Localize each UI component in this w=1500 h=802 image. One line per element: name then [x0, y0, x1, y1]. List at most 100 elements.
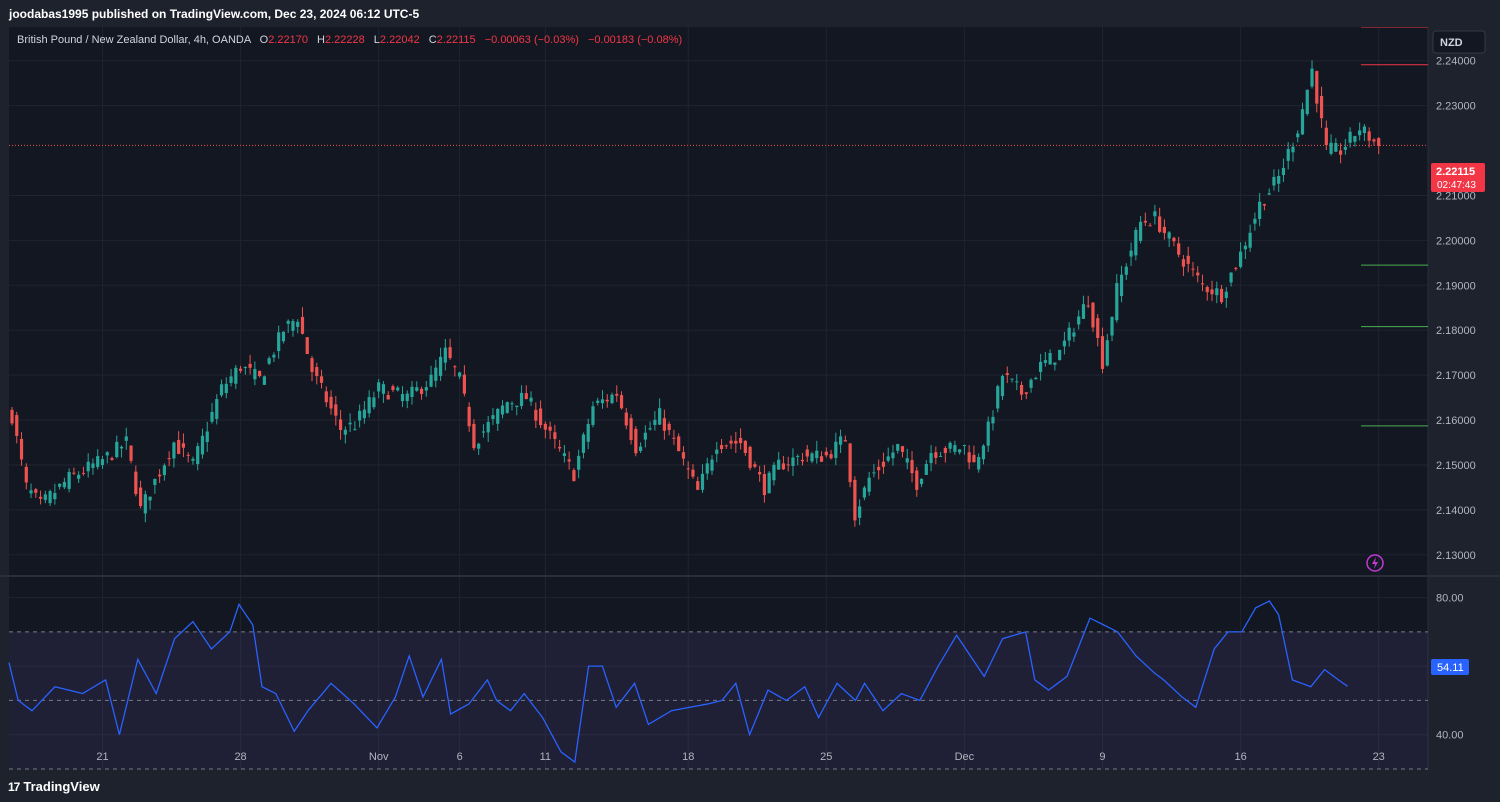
candle — [172, 442, 176, 459]
candle — [305, 337, 309, 355]
candle — [819, 456, 824, 462]
candle — [153, 478, 157, 485]
lightning-icon[interactable] — [1366, 554, 1384, 572]
candle — [410, 386, 414, 397]
candle — [667, 423, 671, 430]
candle — [605, 399, 609, 402]
candle — [567, 459, 571, 462]
publish-info: joodabas1995 published on TradingView.co… — [9, 7, 420, 21]
candle — [1048, 353, 1052, 365]
candle — [38, 496, 43, 499]
candle — [729, 440, 733, 444]
candle — [481, 431, 486, 433]
candle — [1000, 375, 1005, 397]
rsi-value-badge — [1431, 659, 1469, 675]
candle — [1019, 384, 1024, 395]
price-tick-label: 2.15000 — [1436, 460, 1476, 472]
candle — [1005, 373, 1009, 376]
low-label: L — [374, 34, 380, 46]
candle — [986, 421, 990, 446]
footer: 17 TradingView — [0, 770, 1500, 802]
candle — [253, 369, 257, 380]
candle — [805, 449, 809, 457]
candle — [200, 435, 205, 455]
candle — [972, 454, 976, 463]
candle — [529, 397, 533, 402]
candle — [534, 409, 538, 421]
candle — [619, 395, 624, 409]
tradingview-logo[interactable]: 17 TradingView — [8, 779, 100, 794]
candle — [624, 412, 628, 426]
price-tick-label: 2.18000 — [1436, 325, 1476, 337]
candle — [896, 443, 900, 451]
candle — [143, 494, 147, 514]
candle — [1062, 340, 1067, 347]
candle — [1100, 336, 1105, 369]
candle — [1105, 340, 1109, 366]
candle — [1362, 126, 1367, 134]
candle — [786, 464, 790, 466]
symbol-name: British Pound / New Zealand Dollar, 4h, … — [17, 34, 252, 46]
rsi-tick-label: 80.00 — [1436, 593, 1464, 605]
candle — [691, 469, 695, 477]
candle — [1119, 274, 1124, 297]
change-value: −0.00063 (−0.03%) — [485, 34, 579, 46]
candle — [758, 472, 762, 475]
candle — [981, 445, 986, 460]
candle — [910, 460, 914, 474]
candle — [329, 396, 333, 409]
candle — [181, 443, 186, 448]
candle — [858, 506, 862, 518]
currency-badge[interactable] — [1432, 30, 1486, 54]
candle — [1329, 142, 1333, 154]
rsi-tick-label: 40.00 — [1436, 730, 1464, 742]
price-tick-label: 2.16000 — [1436, 415, 1476, 427]
rsi-band-fill — [9, 631, 1428, 769]
candle — [334, 404, 338, 416]
candle — [1015, 381, 1019, 383]
candle — [272, 354, 276, 358]
candle — [643, 432, 647, 440]
high-label: H — [317, 34, 325, 46]
candle — [600, 399, 605, 404]
candle — [1272, 176, 1276, 186]
candle — [762, 474, 766, 496]
candle — [1072, 332, 1076, 337]
candle — [29, 490, 33, 494]
candle — [705, 463, 709, 474]
candle — [1124, 266, 1128, 275]
candle — [719, 445, 724, 450]
candle — [572, 470, 576, 482]
candle — [1286, 148, 1290, 161]
candle — [1043, 360, 1047, 363]
candle — [638, 446, 643, 451]
price-tick-label: 2.20000 — [1436, 235, 1476, 247]
candle — [500, 405, 505, 415]
close-value: 2.22115 — [437, 34, 476, 46]
candle — [905, 458, 909, 463]
candle — [1162, 226, 1167, 234]
candle — [1258, 201, 1262, 219]
candle — [1091, 302, 1095, 328]
candle — [1177, 243, 1181, 255]
candle — [991, 416, 995, 424]
chart-area[interactable]: 2.24000 2.23000 2.21000 2.20000 2.19000 2.180… — [0, 27, 1500, 770]
rsi-value-label: 54.11 — [1437, 662, 1464, 674]
candle — [315, 367, 319, 376]
candle — [934, 452, 938, 458]
candle — [1115, 283, 1119, 321]
candle — [734, 440, 738, 444]
candle — [134, 471, 138, 495]
candle — [424, 387, 428, 391]
price-tick-label: 2.19000 — [1436, 280, 1476, 292]
candle — [1291, 146, 1295, 153]
candle — [586, 424, 590, 442]
price-legend: British Pound / New Zealand Dollar, 4h, … — [17, 34, 682, 46]
time-tick-label: 18 — [682, 751, 694, 763]
candle — [362, 409, 366, 419]
candle — [67, 471, 71, 489]
candle — [581, 434, 586, 453]
candle — [286, 320, 290, 324]
rsi-line — [8, 600, 1348, 764]
time-tick-label: 23 — [1373, 751, 1385, 763]
